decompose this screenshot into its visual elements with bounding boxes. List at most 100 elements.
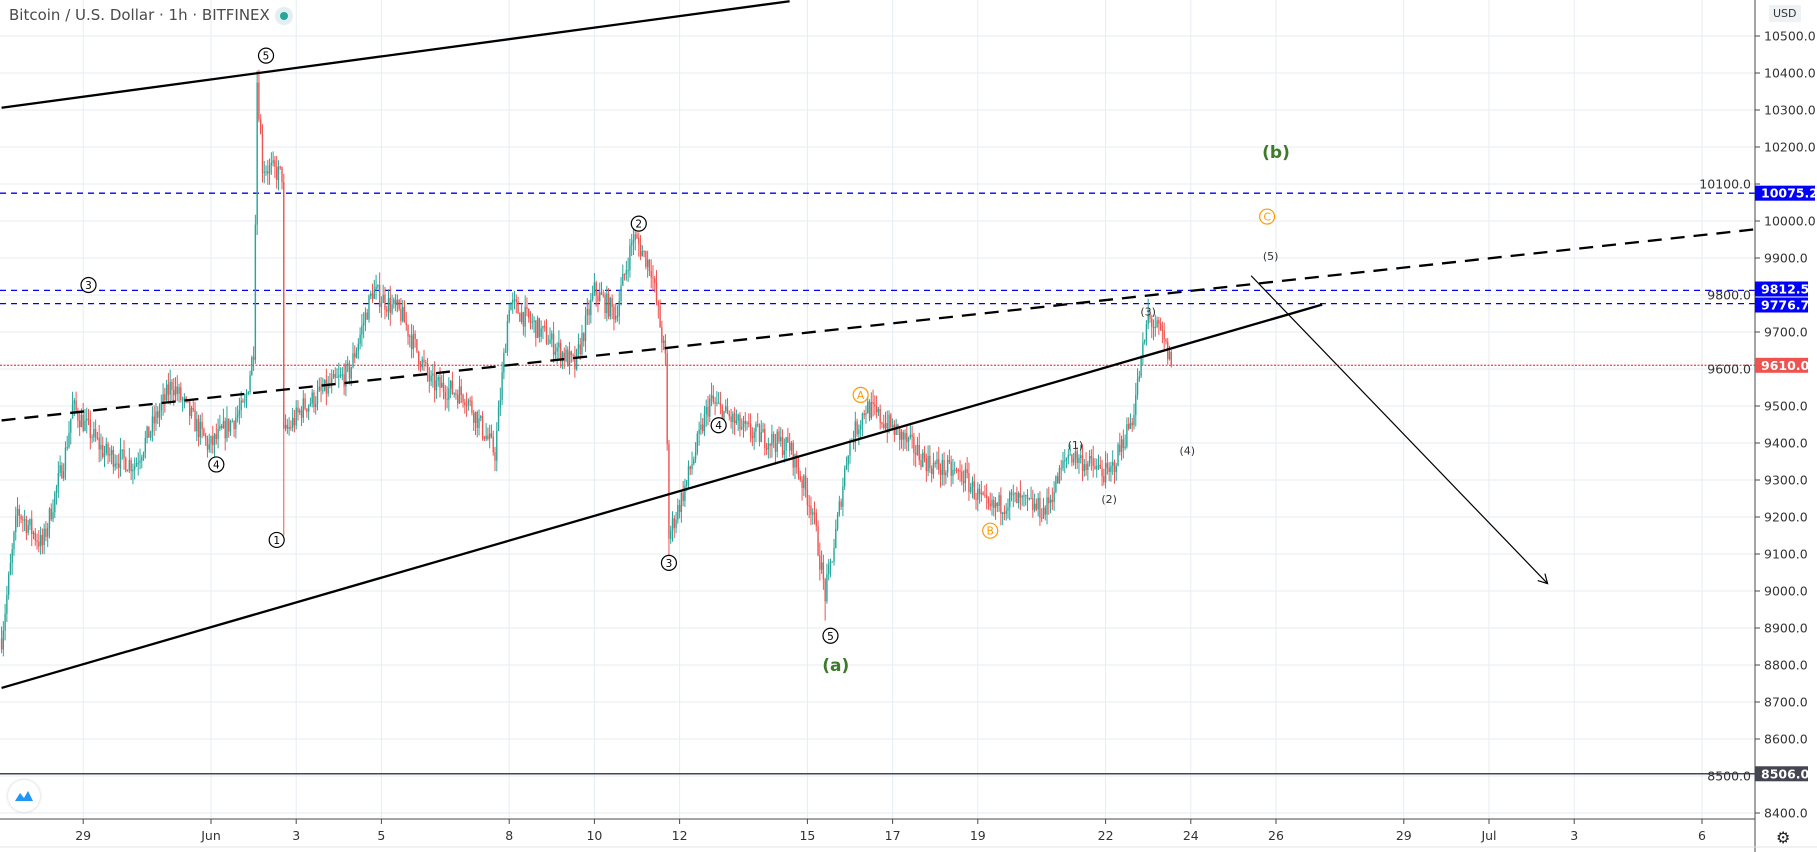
candle-body (639, 244, 642, 257)
candle-body (867, 401, 869, 414)
candle-body (386, 309, 388, 312)
candle-body (792, 442, 794, 468)
candle-body (890, 414, 892, 428)
candle-body (371, 293, 374, 299)
candle-body (55, 486, 58, 493)
candle-body (439, 377, 441, 388)
candle-body (254, 224, 257, 360)
candle-body (1108, 467, 1110, 472)
candle-body (1046, 497, 1048, 515)
candle-body (1124, 446, 1126, 448)
candle-body (1117, 444, 1119, 466)
candle-body (75, 400, 77, 411)
candle-body (212, 436, 214, 446)
candle-body (714, 401, 716, 404)
candle-body (783, 450, 786, 455)
candle-body (1135, 395, 1137, 415)
candle-body (460, 386, 462, 395)
tradingview-logo[interactable] (8, 780, 40, 812)
wave-label: A (857, 390, 865, 402)
candle-body (1131, 422, 1133, 426)
candle-body (487, 435, 489, 439)
candle-body (655, 282, 658, 303)
candle-body (189, 401, 191, 417)
candle-body (1021, 496, 1023, 498)
candle-body (1140, 356, 1142, 377)
candle-body (307, 405, 310, 412)
candle-body (980, 492, 983, 495)
candle-body (597, 295, 599, 302)
candle-body (767, 443, 770, 450)
candle-body (173, 389, 175, 396)
candle-body (1010, 492, 1013, 495)
price-tick-label: 8700.0 (1764, 695, 1808, 710)
candle-body (842, 486, 844, 507)
candle-body (547, 343, 549, 345)
candle-body (201, 421, 203, 429)
candle-body (774, 443, 777, 452)
candle-body (588, 309, 590, 316)
candle-body (671, 518, 674, 531)
currency-label[interactable]: USD (1769, 5, 1801, 22)
date-tick-label: 19 (970, 828, 986, 843)
candle-body (366, 312, 368, 320)
candle-body (613, 306, 615, 320)
candle-body (522, 312, 525, 327)
wave-label: 2 (635, 219, 642, 231)
candle-body (1048, 497, 1050, 504)
candle-body (859, 425, 862, 430)
candle-body (515, 299, 517, 302)
time-axis[interactable]: 29 Jun 3 5 8 10 12 15 17 19 22 24 26 29 Jul 3 6 (75, 819, 1706, 843)
candle-body (703, 414, 706, 432)
candle-body (222, 420, 225, 429)
candle-body (1076, 451, 1078, 463)
candle-body (265, 171, 267, 173)
candle-body (735, 420, 738, 424)
candle-body (510, 303, 512, 311)
candle-body (682, 492, 684, 501)
candle-body (178, 387, 180, 394)
price-tick-label: 9200.0 (1764, 510, 1808, 525)
candle-body (918, 444, 920, 461)
candle-body (1012, 494, 1014, 496)
candle-body (622, 273, 624, 286)
candle-body (620, 285, 622, 302)
candle-body (91, 437, 93, 439)
candle-body (1126, 424, 1128, 447)
candle-body (508, 310, 510, 321)
candle-body (970, 487, 972, 493)
candle-body (1115, 465, 1117, 473)
candle-body (325, 379, 328, 394)
candle-body (1055, 476, 1057, 492)
candle-body (1071, 454, 1073, 463)
candle-body (1092, 458, 1094, 467)
candle-body (261, 133, 264, 173)
candles (0, 69, 1172, 657)
candle-body (309, 403, 312, 406)
wave-label-circle (982, 522, 999, 539)
settings-gear-icon[interactable]: ⚙ (1776, 828, 1791, 847)
candle-body (87, 418, 90, 420)
price-tick-label: 10100.0 (1699, 177, 1751, 192)
candle-body (701, 424, 704, 432)
candle-body (559, 342, 562, 362)
candle-body (606, 293, 608, 314)
candle-body (68, 432, 70, 448)
date-tick-label: 24 (1183, 828, 1199, 843)
candle-body (84, 420, 86, 431)
wave-label-circle (852, 386, 869, 403)
candle-body (1096, 466, 1098, 470)
date-tick-label: Jul (1480, 828, 1496, 843)
candle-body (272, 160, 274, 163)
candle-body (528, 309, 530, 318)
candle-body (210, 436, 212, 445)
candle-body (22, 519, 24, 521)
candle-body (799, 476, 801, 480)
price-axis[interactable]: 8400.0 8500.0 8600.0 8700.0 8800.0 8900.0 9000… (1699, 29, 1815, 821)
symbol-title[interactable]: Bitcoin / U.S. Dollar · 1h · BITFINEX (9, 6, 270, 24)
candle-body (432, 373, 434, 376)
candle-body (1158, 320, 1160, 324)
candle-body (449, 380, 452, 389)
candle-body (80, 414, 83, 427)
